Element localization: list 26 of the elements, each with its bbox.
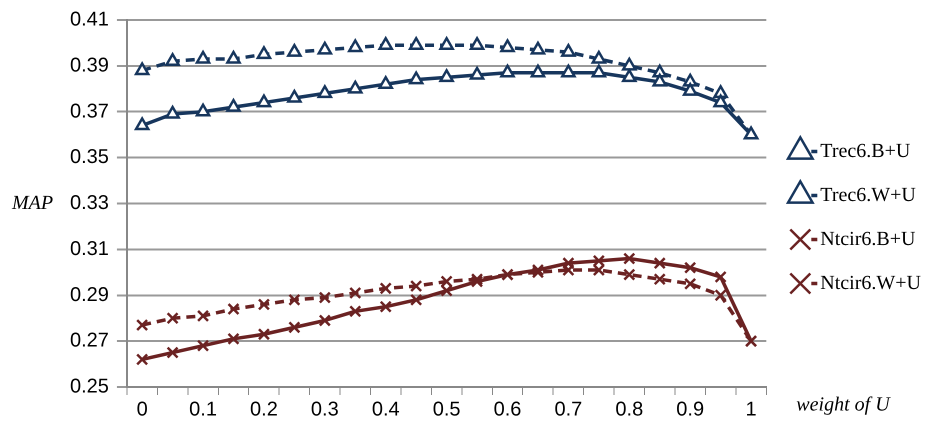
y-tick-label: 0.41 xyxy=(70,8,109,31)
legend-label: Ntcir6.B+U xyxy=(820,228,916,250)
y-tick-label: 0.39 xyxy=(70,54,109,76)
y-tick-label: 0.37 xyxy=(70,100,109,122)
x-tick-label: 0.9 xyxy=(676,398,704,421)
x-tick-label: 0.8 xyxy=(615,398,644,421)
x-tick-label: 0.1 xyxy=(189,398,217,421)
y-tick-label: 0.25 xyxy=(70,376,109,398)
x-tick-label: 0.6 xyxy=(494,398,522,421)
x-tick-label: 0.7 xyxy=(554,398,582,421)
y-tick-label: 0.33 xyxy=(70,192,109,214)
x-tick-label: 0 xyxy=(136,398,148,421)
x-tick-label: 0.2 xyxy=(250,398,278,421)
y-axis-title: MAP xyxy=(11,192,54,214)
x-tick-label: 0.5 xyxy=(432,398,461,421)
legend-label: Ntcir6.W+U xyxy=(820,272,922,294)
legend-label: Trec6.B+U xyxy=(820,140,911,162)
y-tick-label: 0.27 xyxy=(70,330,109,352)
x-tick-label: 0.3 xyxy=(310,398,339,421)
y-tick-label: 0.35 xyxy=(70,146,109,168)
x-tick-label: 0.4 xyxy=(372,398,400,421)
x-axis-title: weight of U xyxy=(796,393,892,416)
y-tick-label: 0.31 xyxy=(70,238,109,260)
legend-label: Trec6.W+U xyxy=(820,184,916,206)
y-tick-label: 0.29 xyxy=(70,284,109,306)
x-tick-label: 1 xyxy=(746,398,757,421)
